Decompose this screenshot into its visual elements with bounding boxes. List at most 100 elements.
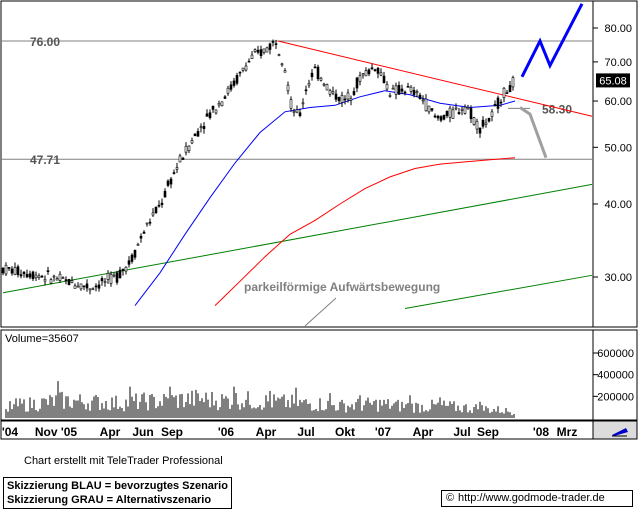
candle-body	[397, 84, 401, 95]
candle-body	[178, 155, 182, 163]
date-label: Jul	[297, 425, 314, 439]
date-label: '07	[375, 425, 392, 439]
candle-body	[283, 70, 287, 73]
candle-body	[121, 268, 125, 272]
candle-body	[127, 260, 131, 265]
candle-body	[166, 180, 170, 186]
candle-body	[418, 94, 422, 100]
candle-body	[505, 92, 509, 94]
candle-body	[259, 49, 263, 56]
candle-body	[343, 98, 347, 101]
candle-body	[28, 273, 32, 278]
candle-body	[508, 85, 512, 93]
scenarios	[519, 3, 584, 159]
candle-body	[352, 91, 356, 95]
candle-body	[451, 109, 455, 119]
candle-body	[58, 273, 62, 281]
candle-body	[433, 115, 437, 118]
candle-body	[454, 107, 458, 110]
price-tick-label: 50.00	[604, 142, 632, 154]
candle-body	[409, 86, 413, 92]
pen-icon	[612, 428, 628, 437]
candle-body	[94, 285, 98, 288]
candle-body	[109, 273, 113, 284]
candle-body	[367, 69, 371, 75]
volume-tick-label: 200000	[597, 391, 634, 403]
candle-body	[277, 54, 281, 56]
candle-body	[496, 97, 500, 109]
scenario-grey-path	[519, 106, 548, 159]
legend-blue: Skizzierung BLAU = bevorzugtes Szenario	[7, 480, 228, 492]
candle-body	[229, 84, 233, 90]
candle-body	[355, 77, 359, 89]
candle-body	[439, 116, 443, 121]
candle-body	[52, 275, 56, 278]
candle-body	[382, 75, 386, 84]
candle-body	[391, 87, 395, 90]
candle-body	[25, 274, 29, 278]
corner-button[interactable]	[592, 420, 638, 440]
candle-body	[313, 66, 317, 69]
candle-body	[499, 101, 503, 104]
candle-body	[289, 99, 293, 109]
date-label: '08	[533, 425, 550, 439]
candle-body	[376, 67, 380, 74]
candle-body	[208, 112, 212, 119]
date-label: Mrz	[557, 425, 578, 439]
candle-body	[172, 172, 176, 174]
candle-body	[256, 49, 260, 53]
date-label: Apr	[413, 425, 434, 439]
candle-body	[487, 117, 491, 122]
candle-body	[403, 91, 407, 94]
scenario-blue-path	[520, 3, 584, 78]
volume-pane	[0, 329, 594, 421]
candle-body	[388, 95, 392, 97]
candle-body	[139, 235, 143, 239]
candle-body	[91, 288, 95, 291]
candle-body	[190, 140, 194, 144]
candle-body	[271, 41, 275, 43]
candle-body	[238, 71, 242, 74]
candle-body	[193, 133, 197, 137]
candle-body	[106, 272, 110, 280]
candle-body	[97, 284, 101, 289]
candle-body	[76, 285, 80, 288]
candle-body	[217, 103, 221, 106]
source-link[interactable]: © http://www.godmode-trader.de	[441, 490, 633, 507]
candle-body	[316, 66, 320, 80]
candle-body	[61, 277, 65, 279]
candle-body	[88, 288, 92, 291]
candle-body	[469, 108, 473, 120]
candle-body	[49, 279, 53, 284]
date-axis: '04 Nov '05 Apr Jun Sep '06 Apr Jul Okt '07 Apr Jul…	[2, 425, 577, 439]
candle-body	[184, 145, 188, 153]
candle-body	[364, 70, 368, 77]
candle-body	[421, 99, 425, 102]
candle-body	[73, 285, 77, 289]
moving-averages	[134, 90, 516, 306]
candle-body	[115, 272, 119, 283]
candle-body	[10, 268, 14, 274]
candle-body	[196, 131, 200, 137]
candle-body	[79, 283, 83, 290]
candle-body	[85, 283, 89, 289]
candle-body	[136, 244, 140, 246]
candle-body	[148, 221, 152, 224]
candle-body	[160, 202, 164, 205]
candle-body	[151, 212, 155, 216]
candle-body	[145, 222, 149, 225]
candle-body	[361, 73, 365, 76]
candle-body	[460, 108, 464, 111]
source-url[interactable]: http://www.godmode-trader.de	[458, 492, 605, 504]
trendline	[277, 40, 593, 117]
date-label: Okt	[335, 425, 355, 439]
candle-body	[322, 83, 326, 86]
trendline	[404, 274, 593, 309]
candle-body	[328, 90, 332, 95]
candle-body	[175, 167, 179, 170]
scenario-legend: Skizzierung BLAU = bevorzugtes Szenario …	[3, 477, 232, 509]
volume-label: Volume=35607	[5, 333, 79, 345]
candle-body	[154, 206, 158, 214]
candle-body	[463, 106, 467, 114]
